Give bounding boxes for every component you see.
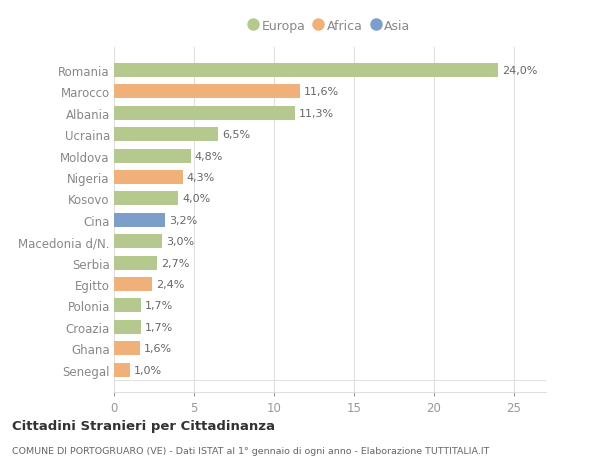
Text: COMUNE DI PORTOGRUARO (VE) - Dati ISTAT al 1° gennaio di ogni anno - Elaborazion: COMUNE DI PORTOGRUARO (VE) - Dati ISTAT … [12, 447, 490, 455]
Text: 4,0%: 4,0% [182, 194, 210, 204]
Bar [114, 64, 498, 78]
Text: 4,3%: 4,3% [187, 173, 215, 183]
Bar [114, 149, 191, 163]
Text: 1,7%: 1,7% [145, 322, 173, 332]
Text: 1,0%: 1,0% [134, 365, 162, 375]
Bar [114, 106, 295, 120]
Text: 2,7%: 2,7% [161, 258, 190, 268]
Bar [114, 341, 140, 355]
Bar [114, 277, 152, 291]
Text: 1,6%: 1,6% [143, 343, 172, 353]
Text: 24,0%: 24,0% [502, 66, 538, 76]
Legend: Europa, Africa, Asia: Europa, Africa, Asia [247, 17, 413, 37]
Text: 6,5%: 6,5% [222, 130, 250, 140]
Bar [114, 299, 141, 313]
Bar [114, 320, 141, 334]
Text: 11,6%: 11,6% [304, 87, 339, 97]
Bar [114, 171, 183, 185]
Text: 2,4%: 2,4% [157, 280, 185, 289]
Text: 11,3%: 11,3% [299, 108, 334, 118]
Text: 3,0%: 3,0% [166, 237, 194, 246]
Bar [114, 192, 178, 206]
Bar [114, 256, 157, 270]
Text: Cittadini Stranieri per Cittadinanza: Cittadini Stranieri per Cittadinanza [12, 419, 275, 432]
Bar [114, 128, 218, 142]
Bar [114, 363, 130, 377]
Text: 3,2%: 3,2% [169, 215, 197, 225]
Bar [114, 235, 162, 249]
Text: 4,8%: 4,8% [195, 151, 223, 161]
Text: 1,7%: 1,7% [145, 301, 173, 311]
Bar [114, 85, 299, 99]
Bar [114, 213, 165, 227]
